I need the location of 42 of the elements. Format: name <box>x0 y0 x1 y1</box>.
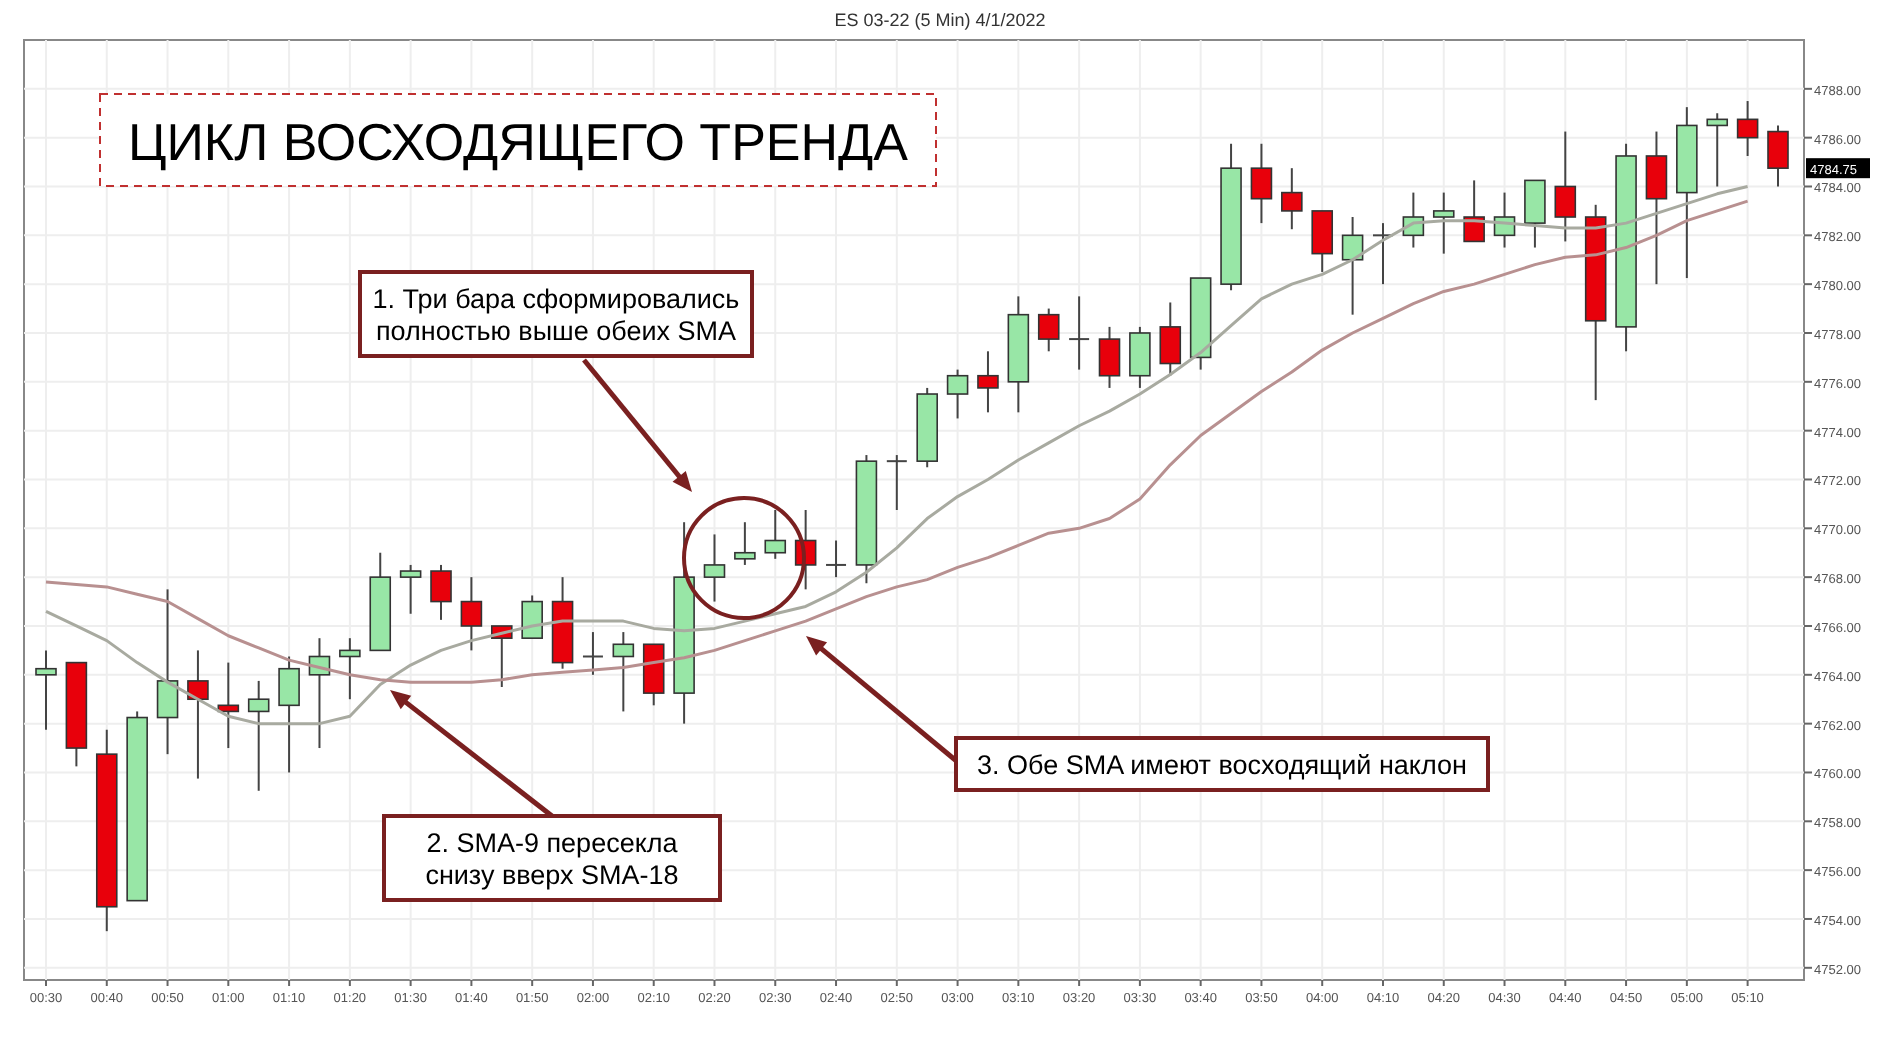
candlestick <box>1341 216 1364 316</box>
candlestick <box>1645 130 1668 286</box>
candlestick <box>521 594 543 640</box>
candlestick <box>1554 130 1577 243</box>
candlestick <box>187 649 209 780</box>
candlestick <box>764 509 787 560</box>
candlestick <box>1129 325 1151 389</box>
candlestick <box>1037 307 1060 353</box>
chart-subtitle: ES 03-22 (5 Min) 4/1/2022 <box>834 10 1046 30</box>
candlestick <box>460 576 483 652</box>
candlestick <box>1706 112 1729 188</box>
candlestick <box>946 368 969 420</box>
candlestick <box>278 655 300 774</box>
candlestick <box>1068 295 1091 371</box>
candlestick <box>612 631 635 713</box>
candlestick <box>1159 301 1182 377</box>
candlestick <box>1098 325 1121 389</box>
candlestick <box>339 637 361 701</box>
candlestick <box>977 350 999 414</box>
candlestick <box>1524 179 1546 249</box>
candlestick <box>1736 100 1759 157</box>
annotation: 3. Обе SMA имеют восходящий наклон <box>977 750 1467 780</box>
candlestick <box>1281 167 1303 231</box>
annotation: 2. SMA-9 пересекла снизу вверх SMA-18 <box>425 828 679 890</box>
text: ЦИКЛ ВОСХОДЯЩЕГО ТРЕНДА <box>128 112 910 172</box>
candlestick <box>1432 191 1455 255</box>
candlestick <box>885 454 908 511</box>
candlestick <box>35 649 57 731</box>
annotation: 1. Три бара сформировались полностью выше обеих SMA <box>372 284 740 346</box>
candlestick <box>581 631 604 676</box>
candlestick <box>247 679 270 792</box>
candlestick <box>1463 179 1485 243</box>
candlestick <box>430 563 452 621</box>
candlestick <box>825 539 848 579</box>
candlestick <box>1250 142 1273 225</box>
candlestick <box>703 533 726 603</box>
candlestick <box>1767 124 1789 188</box>
candlestick <box>156 588 179 756</box>
candlestick <box>399 563 422 615</box>
candlestick <box>1371 222 1394 286</box>
candlestick <box>1311 209 1334 273</box>
candlestick <box>734 521 756 566</box>
